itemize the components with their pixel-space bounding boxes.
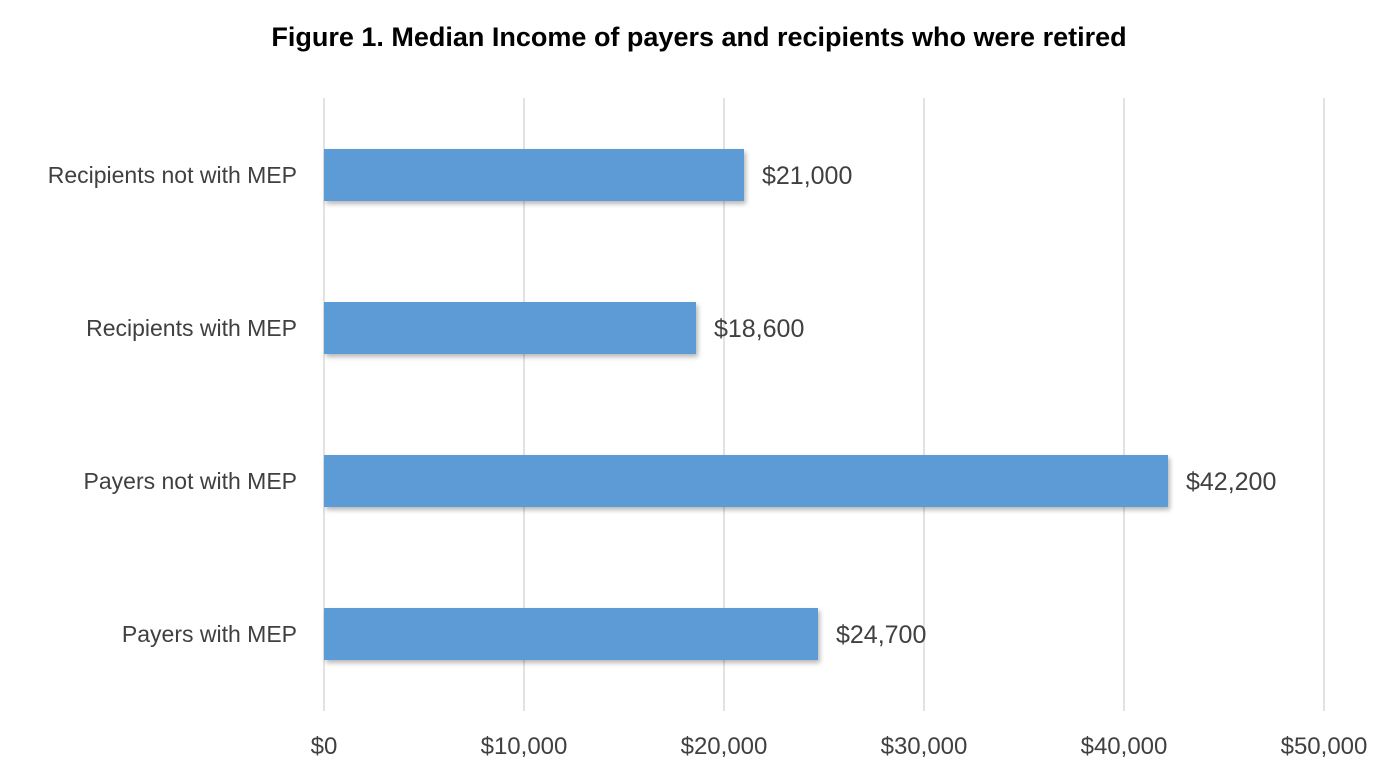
x-tick-label: $30,000 [881, 733, 968, 760]
x-tick-label: $0 [311, 733, 338, 760]
category-label: Payers with MEP [122, 621, 297, 647]
chart-title: Figure 1. Median Income of payers and re… [271, 22, 1127, 52]
bars [324, 149, 1168, 660]
bar [324, 302, 696, 354]
bar [324, 608, 818, 660]
data-label: $42,200 [1186, 468, 1276, 496]
x-tick-label: $40,000 [1081, 733, 1168, 760]
data-label: $18,600 [714, 315, 804, 343]
data-label: $24,700 [836, 621, 926, 649]
bar [324, 149, 744, 201]
category-labels: Recipients not with MEP Recipients with M… [48, 162, 297, 647]
data-label: $21,000 [762, 162, 852, 190]
category-label: Payers not with MEP [84, 468, 297, 494]
data-labels: $21,000 $18,600 $42,200 $24,700 [714, 162, 1276, 649]
category-label: Recipients not with MEP [48, 162, 297, 188]
x-tick-label: $10,000 [481, 733, 568, 760]
x-axis-tick-labels: $0 $10,000 $20,000 $30,000 $40,000 $50,000 [311, 733, 1368, 760]
x-tick-label: $20,000 [681, 733, 768, 760]
category-label: Recipients with MEP [86, 315, 297, 341]
bar [324, 455, 1168, 507]
x-tick-label: $50,000 [1281, 733, 1368, 760]
